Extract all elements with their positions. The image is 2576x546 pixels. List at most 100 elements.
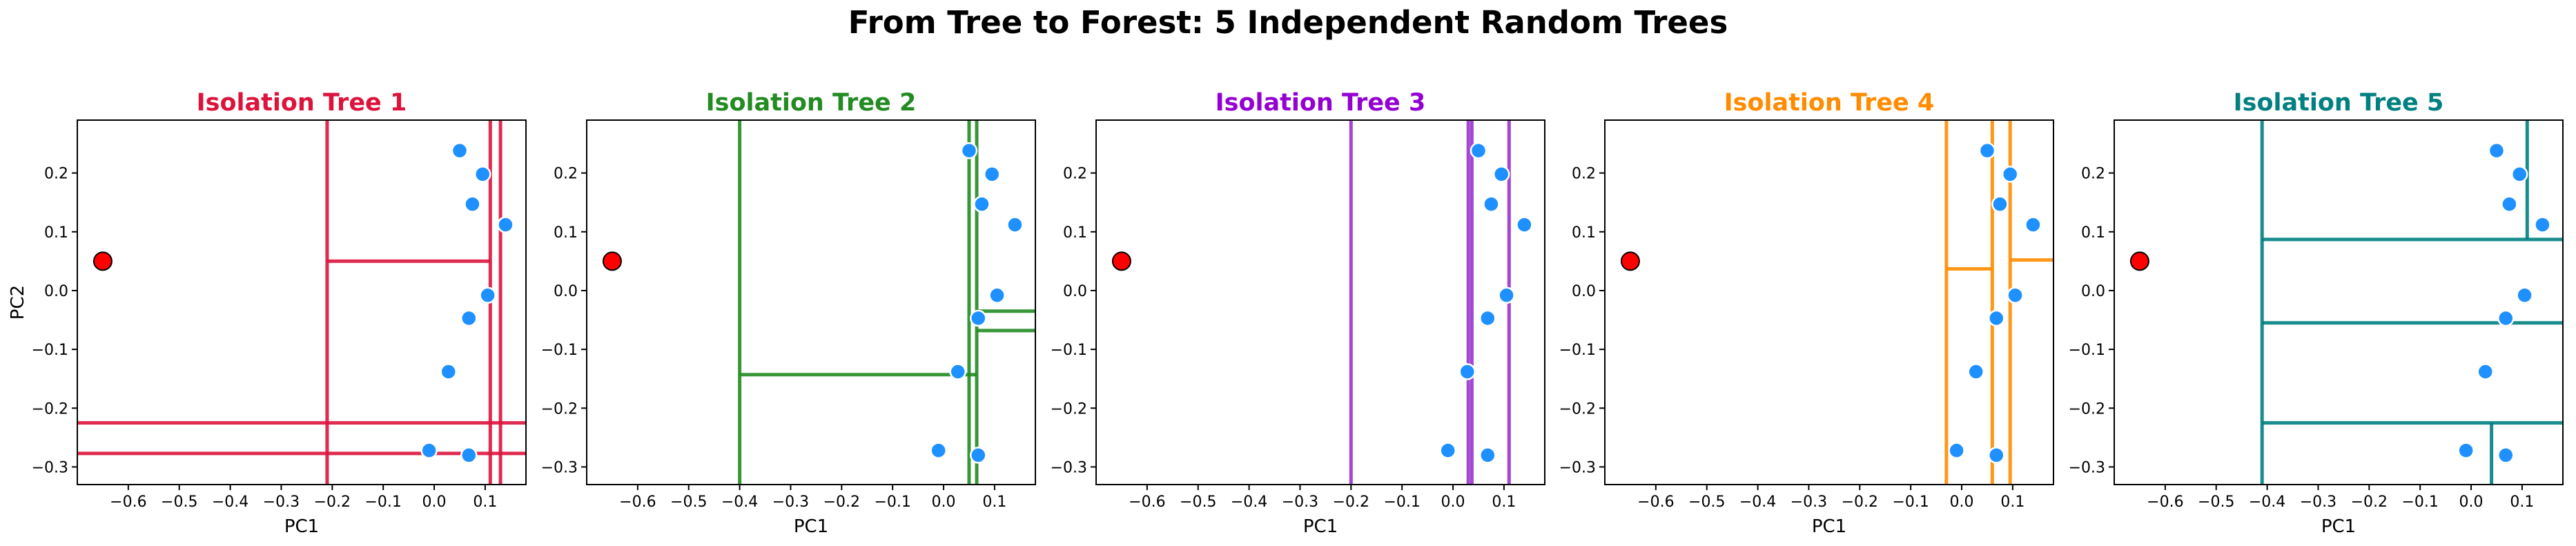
- normal-point: [1483, 195, 1500, 213]
- panel-3: Isolation Tree 3 −0.6 −0.5 −0.4 −0.3 −0.2 −0.1…: [1051, 89, 1545, 537]
- y-tick-label: 0.1: [2081, 224, 2105, 242]
- normal-point: [440, 363, 457, 380]
- x-tick-label: 0.0: [1950, 494, 1974, 511]
- normal-point: [2477, 363, 2494, 380]
- normal-point: [1479, 447, 1496, 464]
- x-tick-label: −0.6: [1129, 494, 1165, 511]
- axes-frame: [1604, 119, 2054, 485]
- normal-point: [474, 166, 491, 183]
- y-tick-label: −0.2: [2069, 400, 2105, 418]
- y-tick-label: −0.1: [541, 342, 578, 359]
- x-tick-label: −0.6: [2147, 494, 2183, 511]
- y-tick-label: −0.1: [32, 342, 68, 359]
- x-tick-label: −0.2: [2351, 494, 2388, 511]
- normal-point: [460, 309, 478, 327]
- x-tick-label: 0.1: [2000, 494, 2024, 511]
- x-axis-label: PC1: [2321, 516, 2356, 537]
- y-tick-label: −0.2: [1051, 400, 1087, 418]
- y-tick-label: −0.1: [2069, 342, 2105, 359]
- x-tick-label: −0.4: [1739, 494, 1776, 511]
- normal-point: [1439, 442, 1456, 459]
- normal-point: [2497, 447, 2515, 464]
- panel-title: Isolation Tree 1: [197, 89, 407, 117]
- normal-point: [2501, 195, 2518, 213]
- y-tick-label: 0.0: [2081, 283, 2105, 300]
- normal-point: [1498, 286, 1515, 304]
- normal-point: [988, 286, 1006, 304]
- x-tick-label: 0.1: [1492, 494, 1516, 511]
- split-lines: [738, 120, 1035, 485]
- panel-4: Isolation Tree 4 −0.6 −0.5 −0.4 −0.3 −0.2 −0.1…: [1559, 89, 2054, 537]
- figure-title: From Tree to Forest: 5 Independent Rando…: [848, 4, 1728, 41]
- x-tick-label: −0.2: [314, 494, 351, 511]
- x-tick-label: −0.2: [823, 494, 860, 511]
- normal-point: [973, 195, 991, 213]
- x-tick-label: 0.1: [2510, 494, 2534, 511]
- axes-frame: [1095, 119, 1545, 485]
- panel-title: Isolation Tree 5: [2234, 89, 2444, 117]
- panel-2: Isolation Tree 2 −0.6 −0.5 −0.4 −0.3 −0.2 −0.1…: [541, 89, 1036, 537]
- normal-point: [1470, 142, 1487, 159]
- x-tick-label: 0.0: [422, 494, 447, 511]
- x-tick-label: −0.4: [1231, 494, 1267, 511]
- x-tick-label: −0.4: [721, 494, 758, 511]
- x-tick-label: 0.0: [932, 494, 956, 511]
- axes-frame: [77, 119, 527, 485]
- x-tick-label: −0.2: [1333, 494, 1369, 511]
- normal-point: [420, 442, 438, 459]
- x-tick-label: −0.6: [1637, 494, 1674, 511]
- normal-point: [497, 216, 514, 233]
- y-tick-label: −0.2: [32, 400, 68, 418]
- x-tick-label: −0.1: [1892, 494, 1929, 511]
- normal-point: [1492, 166, 1510, 183]
- normal-point: [1948, 442, 1965, 459]
- x-axis-label: PC1: [1812, 516, 1846, 537]
- x-tick-label: −0.3: [772, 494, 809, 511]
- x-tick-label: −0.3: [2300, 494, 2336, 511]
- panel-title: Isolation Tree 3: [1216, 89, 1426, 117]
- x-tick-label: 0.1: [473, 494, 497, 511]
- split-lines: [1944, 120, 2053, 485]
- y-tick-label: 0.0: [1572, 283, 1596, 300]
- y-tick-label: −0.3: [1051, 459, 1087, 476]
- y-tick-label: 0.2: [554, 166, 578, 183]
- x-tick-label: −0.2: [1842, 494, 1878, 511]
- anomaly-point: [2129, 251, 2149, 271]
- x-tick-label: −0.1: [2401, 494, 2438, 511]
- normal-point: [1988, 447, 2005, 464]
- normal-point: [2534, 216, 2551, 233]
- x-tick-label: −0.4: [2249, 494, 2285, 511]
- x-tick-label: −0.5: [670, 494, 707, 511]
- axes-frame: [586, 119, 1036, 485]
- y-axis-label: PC2: [8, 285, 28, 320]
- normal-point: [1458, 363, 1476, 380]
- anomaly-point: [602, 251, 622, 271]
- normal-point: [1978, 142, 1996, 159]
- x-tick-label: 0.0: [1441, 494, 1465, 511]
- normal-point: [2457, 442, 2475, 459]
- x-tick-label: −0.1: [874, 494, 910, 511]
- normal-point: [1967, 363, 1984, 380]
- split-lines: [77, 120, 526, 485]
- normal-point: [949, 363, 966, 380]
- normal-point: [1479, 309, 1496, 327]
- x-tick-label: −0.1: [1383, 494, 1420, 511]
- x-tick-label: 0.1: [982, 494, 1006, 511]
- anomaly-point: [1111, 251, 1131, 271]
- split-lines: [1349, 120, 1511, 485]
- normal-point: [930, 442, 947, 459]
- y-tick-label: 0.2: [44, 166, 68, 183]
- normal-point: [451, 142, 469, 159]
- anomaly-point: [1620, 251, 1640, 271]
- normal-point: [960, 142, 978, 159]
- normal-point: [2516, 286, 2533, 304]
- y-tick-label: 0.2: [2081, 166, 2105, 183]
- x-tick-label: −0.5: [161, 494, 197, 511]
- panel-5: Isolation Tree 5 −0.6 −0.5 −0.4 −0.3 −0.2 −0.1…: [2069, 89, 2564, 537]
- y-tick-label: 0.1: [554, 224, 578, 242]
- x-tick-label: −0.6: [110, 494, 146, 511]
- y-tick-label: −0.1: [1051, 342, 1087, 359]
- panel-title: Isolation Tree 4: [1724, 89, 1935, 117]
- y-tick-label: −0.3: [541, 459, 578, 476]
